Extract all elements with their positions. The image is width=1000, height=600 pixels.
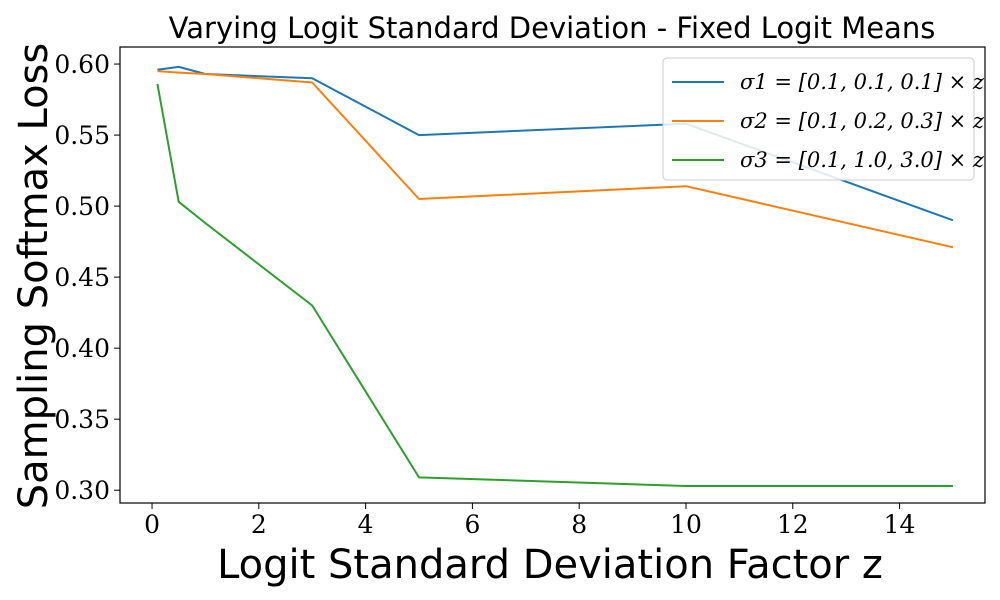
y-tick-label: 0.40 xyxy=(54,334,110,363)
x-tick-label: 0 xyxy=(144,510,160,539)
y-tick-label: 0.55 xyxy=(54,121,110,150)
plot-area: 0 2 4 6 8 10 12 14 0.30 0.35 0.40 0.45 0.50 0.55 0.60 xyxy=(54,46,986,539)
legend: σ1 = [0.1, 0.1, 0.1] × z σ2 = [0.1, 0.2, … xyxy=(662,57,985,181)
axes-frame xyxy=(119,46,986,504)
series-line-2 xyxy=(157,70,954,249)
series-line-3 xyxy=(156,83,953,487)
x-tick-label: 14 xyxy=(884,510,916,539)
legend-entry-1: σ1 = [0.1, 0.1, 0.1] × z xyxy=(740,70,985,94)
legend-box xyxy=(662,57,975,181)
x-axis-label: Logit Standard Deviation Factor z xyxy=(217,542,883,588)
y-tick-label: 0.35 xyxy=(54,405,110,434)
x-tick-label: 8 xyxy=(571,510,587,539)
x-tick-label: 2 xyxy=(251,510,267,539)
x-tick-label: 6 xyxy=(464,510,480,539)
y-tick-label: 0.30 xyxy=(54,476,110,505)
y-axis-label: Sampling Softmax Loss xyxy=(11,43,57,509)
legend-entry-2: σ2 = [0.1, 0.2, 0.3] × z xyxy=(740,109,985,133)
y-tick-label: 0.45 xyxy=(54,263,110,292)
x-tick-label: 10 xyxy=(670,510,702,539)
y-tick-label: 0.60 xyxy=(54,50,110,79)
legend-entry-3: σ3 = [0.1, 1.0, 3.0] × z xyxy=(740,148,985,172)
x-tick-label: 4 xyxy=(358,510,374,539)
chart-title: Varying Logit Standard Deviation - Fixed… xyxy=(169,11,936,45)
y-tick-label: 0.50 xyxy=(54,192,110,221)
x-tick-label: 12 xyxy=(777,510,809,539)
